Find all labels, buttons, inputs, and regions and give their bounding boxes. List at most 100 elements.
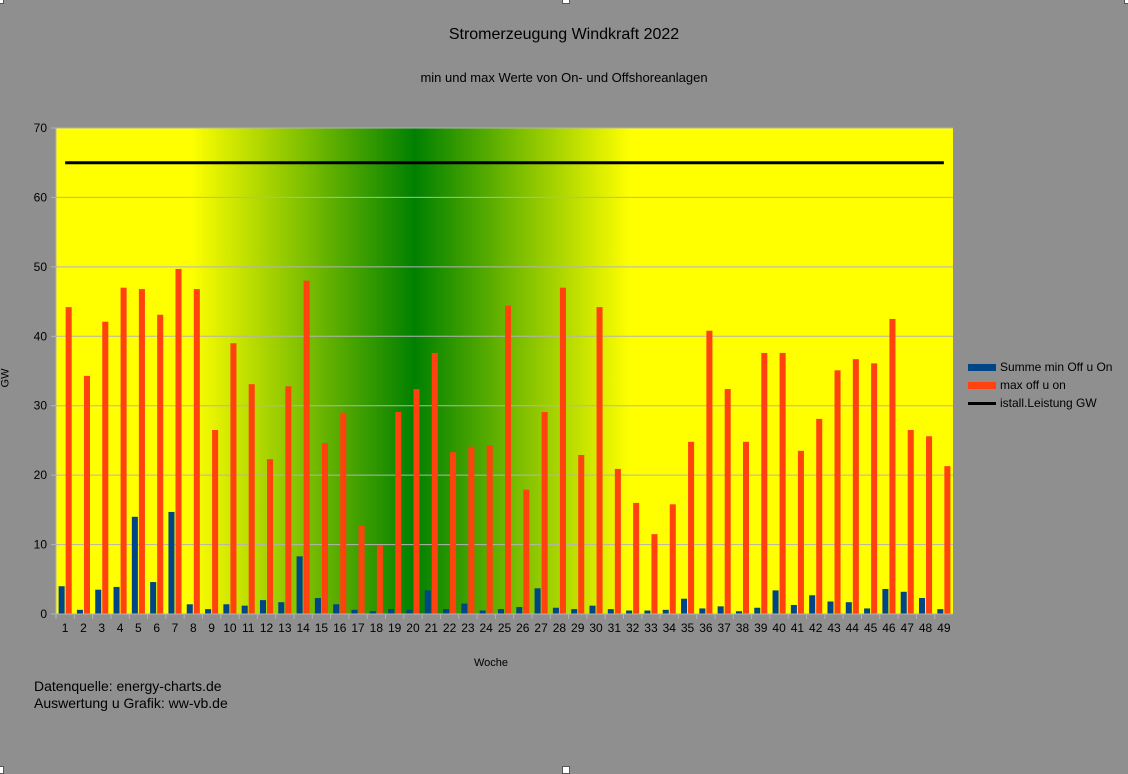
bar-min [607,609,614,614]
bar-max [578,455,585,614]
legend-label: max off u on [1000,378,1066,392]
x-tick-label: 21 [425,621,439,635]
bar-min [717,606,724,614]
bar-max [926,436,933,614]
bar-min [333,604,340,614]
bar-max [193,289,200,614]
selection-handle[interactable] [1124,0,1128,4]
bar-min [534,588,541,614]
author-note: Auswertung u Grafik: ww-vb.de [34,695,228,711]
bar-min [223,604,230,614]
y-tick-label: 0 [40,607,47,621]
bar-max [742,441,750,614]
x-tick-label: 2 [80,621,87,635]
bar-min [827,601,834,614]
legend-swatch [968,401,996,405]
bar-max [871,363,878,614]
bar-min [424,590,431,614]
chart-title: Stromerzeugung Windkraft 2022 [448,26,680,43]
bar-min [314,598,321,614]
selection-handle[interactable] [0,0,4,4]
x-tick-label: 11 [242,621,255,635]
bar-max [321,443,328,614]
bar-min [754,607,761,614]
selection-handle[interactable] [0,766,4,774]
bar-max [285,386,292,614]
bar-min [406,609,413,614]
legend-label: Summe min Off u On [1000,360,1113,374]
x-tick-label: 4 [117,621,124,635]
y-tick-label: 30 [34,399,48,413]
x-tick-label: 25 [498,621,512,635]
x-tick-label: 23 [461,621,475,635]
x-tick-label: 8 [190,621,197,635]
x-tick-label: 19 [388,621,402,635]
legend-label: istall.Leistung GW [1000,396,1097,410]
x-tick-label: 9 [208,621,215,635]
bar-max [779,352,786,614]
bar-max [212,430,219,614]
x-tick-label: 13 [278,621,292,635]
bar-min [259,600,267,614]
bar-min [918,598,926,614]
y-tick-label: 10 [34,538,48,552]
bar-min [150,582,157,614]
x-tick-label: 31 [608,621,622,635]
y-tick-label: 60 [34,190,48,204]
y-tick-label: 40 [34,329,48,343]
bar-min [186,604,193,614]
x-tick-label: 18 [370,621,384,635]
bar-min [168,511,175,614]
x-tick-label: 26 [516,621,530,635]
bar-max [340,412,347,614]
x-tick-label: 10 [223,621,237,635]
bar-max [559,287,566,614]
bar-min [552,607,559,614]
bar-min [699,608,706,614]
bar-min [516,607,523,614]
bar-max [907,430,914,614]
bar-max [248,384,255,614]
bar-max [65,307,72,614]
bar-max [816,418,823,614]
x-tick-label: 35 [681,621,695,635]
x-tick-label: 49 [937,621,951,635]
x-tick-label: 40 [772,621,786,635]
bar-min [388,609,395,614]
x-tick-label: 12 [260,621,274,635]
x-tick-label: 38 [736,621,750,635]
x-tick-label: 37 [717,621,731,635]
bar-max [633,502,640,614]
x-tick-label: 1 [62,621,69,635]
x-tick-label: 28 [553,621,567,635]
x-tick-label: 24 [480,621,494,635]
x-tick-label: 15 [315,621,329,635]
bar-min [113,586,120,614]
selection-handle[interactable] [562,0,570,4]
legend-swatch [968,363,996,371]
bar-min [937,609,944,614]
bar-max [230,343,237,614]
bar-min [626,610,633,614]
x-axis-label: Woche [474,657,509,669]
legend-swatch [968,381,996,389]
bar-max [669,504,676,614]
x-tick-label: 36 [699,621,713,635]
x-tick-label: 45 [864,621,878,635]
bar-max [395,411,402,614]
x-tick-label: 3 [98,621,105,635]
bar-max [541,411,548,614]
bar-max [267,459,274,614]
bar-max [724,389,731,614]
x-tick-label: 39 [754,621,768,635]
bar-max [413,389,420,614]
bar-min [735,611,742,614]
chart-subtitle: min und max Werte von On- und Offshorean… [420,70,708,85]
x-tick-label: 33 [644,621,658,635]
bar-min [461,603,468,614]
bar-min [95,589,102,614]
bar-max [102,321,109,614]
bar-min [278,602,285,614]
bar-min [571,609,578,614]
selection-handle[interactable] [562,766,570,774]
